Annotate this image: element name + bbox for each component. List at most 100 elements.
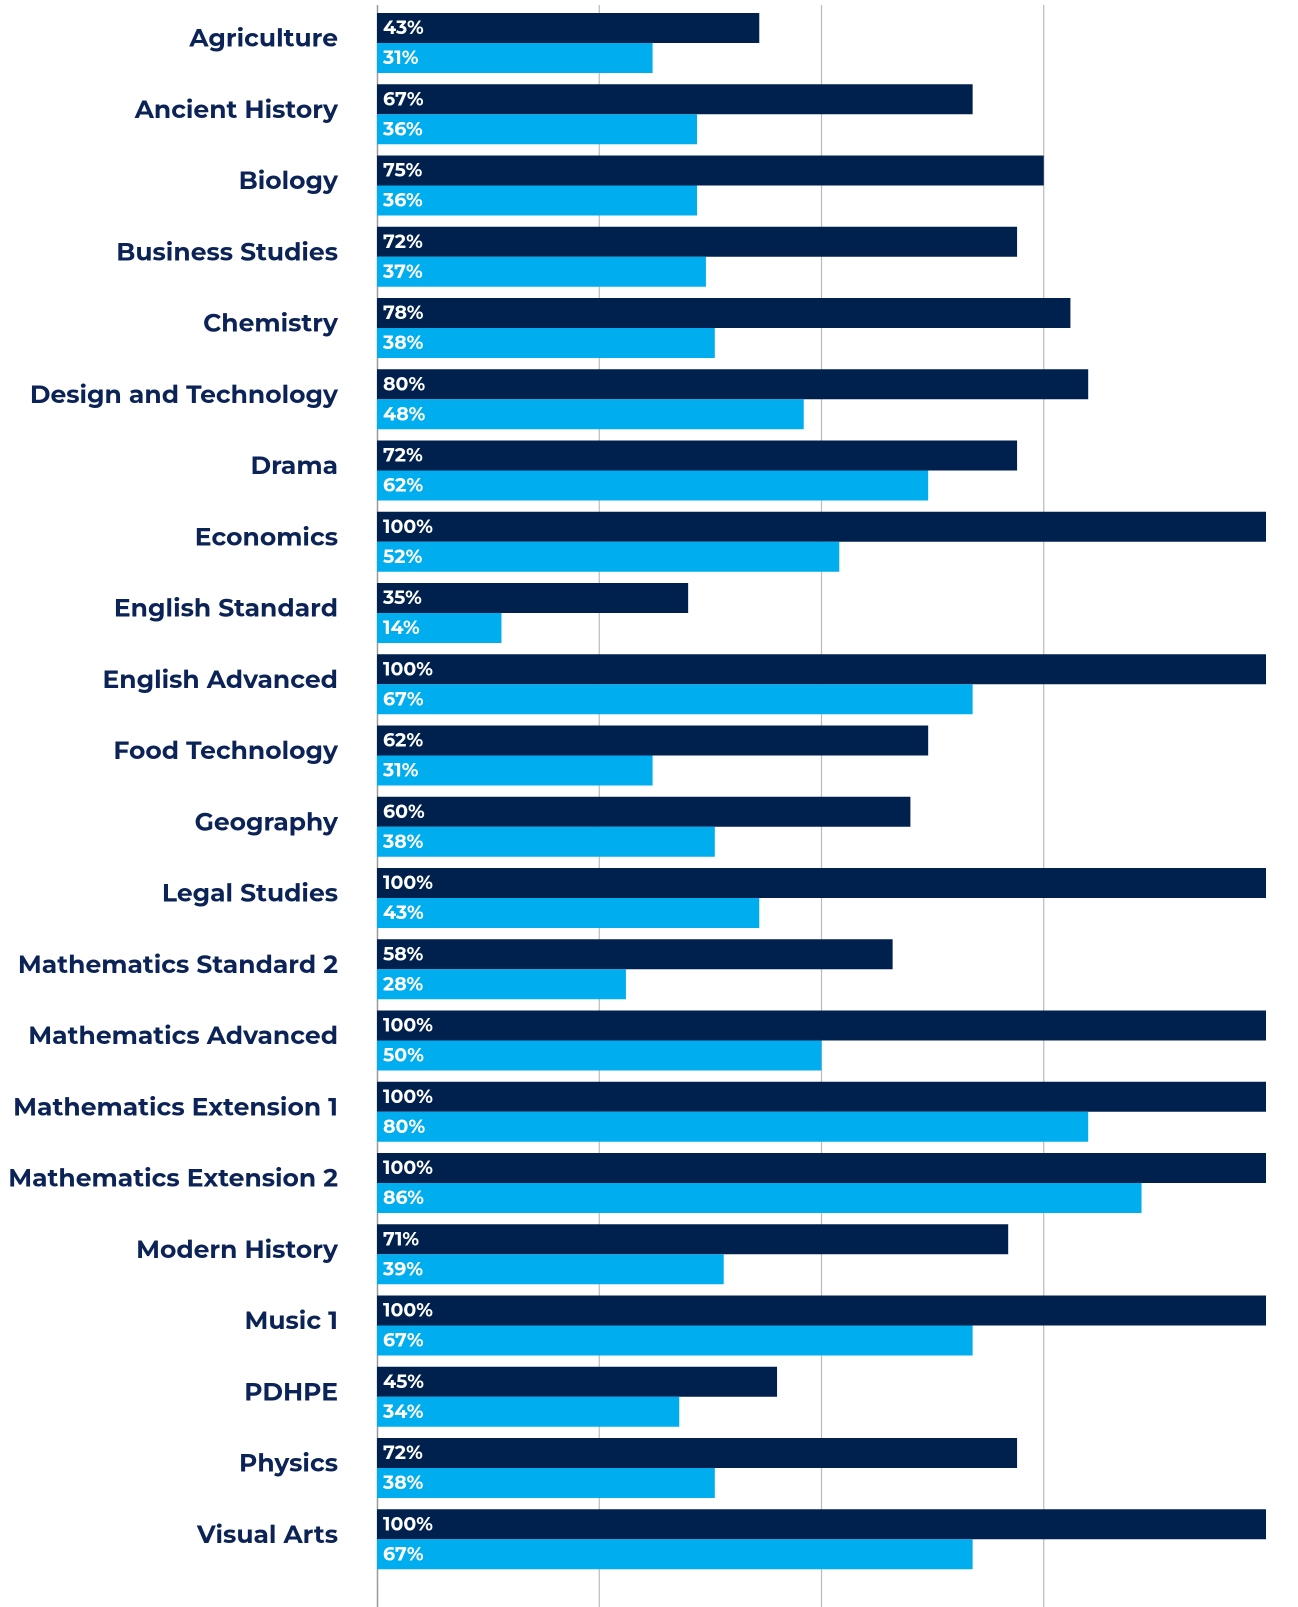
category-label: Economics xyxy=(195,522,338,552)
category-label: Mathematics Advanced xyxy=(28,1021,338,1051)
value-label: 43% xyxy=(383,16,424,39)
value-label: 52% xyxy=(383,545,423,568)
bar xyxy=(377,43,653,73)
bar xyxy=(377,1224,1009,1255)
bar xyxy=(377,328,715,358)
category-label: Biology xyxy=(239,166,339,196)
bar xyxy=(377,969,626,1000)
value-label: 48% xyxy=(383,402,426,425)
value-label: 62% xyxy=(383,729,424,752)
value-label: 100% xyxy=(383,1085,433,1108)
value-label: 14% xyxy=(383,616,420,639)
category-label: Design and Technology xyxy=(30,380,339,410)
value-label: 67% xyxy=(383,1542,424,1565)
value-label: 100% xyxy=(383,1299,433,1322)
category-label: Agriculture xyxy=(188,24,338,54)
bar xyxy=(377,1183,1142,1213)
bar xyxy=(377,868,1266,898)
bar xyxy=(377,939,893,970)
bar xyxy=(377,613,502,643)
bar xyxy=(377,755,653,786)
category-label: Geography xyxy=(195,807,339,837)
bar xyxy=(377,185,698,216)
value-label: 50% xyxy=(383,1044,424,1067)
category-label: Ancient History xyxy=(134,95,339,125)
value-label: 67% xyxy=(383,87,424,110)
bar xyxy=(377,369,1089,400)
value-label: 35% xyxy=(382,586,422,609)
value-label: 75% xyxy=(383,159,423,182)
bar xyxy=(377,298,1071,328)
bar xyxy=(377,155,1044,186)
bar xyxy=(377,399,804,430)
value-label: 31% xyxy=(382,759,419,782)
category-label: English Standard xyxy=(114,594,338,624)
bar xyxy=(377,1010,1266,1041)
category-label: Visual Arts xyxy=(196,1520,338,1550)
bar xyxy=(377,1539,973,1570)
bar xyxy=(377,84,973,115)
category-label: Chemistry xyxy=(203,309,339,339)
bar xyxy=(377,13,760,43)
value-label: 100% xyxy=(383,871,433,894)
bar xyxy=(377,826,715,857)
value-label: 28% xyxy=(383,972,424,995)
value-label: 62% xyxy=(383,474,424,497)
bar xyxy=(377,898,760,928)
category-label: Drama xyxy=(250,451,338,481)
bar xyxy=(377,1111,1089,1142)
value-label: 86% xyxy=(383,1186,424,1209)
bar xyxy=(377,470,929,501)
category-label: Modern History xyxy=(136,1235,339,1265)
value-label: 67% xyxy=(383,1329,424,1352)
category-label: English Advanced xyxy=(102,665,338,695)
category-label: PDHPE xyxy=(244,1377,338,1407)
bar xyxy=(377,1468,715,1498)
value-label: 38% xyxy=(382,1471,424,1494)
value-label: 38% xyxy=(382,830,424,853)
category-label: Physics xyxy=(239,1449,338,1479)
bar xyxy=(377,1081,1266,1112)
value-label: 80% xyxy=(383,1115,425,1138)
category-label: Legal Studies xyxy=(162,879,338,909)
value-label: 31% xyxy=(382,46,419,69)
bar xyxy=(377,1295,1266,1326)
category-label: Music 1 xyxy=(244,1306,338,1336)
bar xyxy=(377,684,973,715)
category-label: Mathematics Extension 1 xyxy=(13,1092,338,1122)
value-label: 72% xyxy=(383,444,423,467)
category-label: Mathematics Extension 2 xyxy=(8,1164,338,1194)
value-label: 37% xyxy=(382,260,423,283)
value-label: 72% xyxy=(383,1441,423,1464)
category-label: Mathematics Standard 2 xyxy=(18,950,338,980)
value-label: 60% xyxy=(383,800,425,823)
bar xyxy=(377,1509,1266,1540)
bar xyxy=(377,654,1266,685)
bar xyxy=(377,541,840,572)
value-label: 80% xyxy=(383,372,425,395)
value-label: 78% xyxy=(383,301,424,324)
value-label: 100% xyxy=(383,1156,433,1179)
bar xyxy=(377,440,1018,471)
value-label: 100% xyxy=(383,1014,433,1037)
bar xyxy=(377,1396,680,1427)
value-label: 39% xyxy=(382,1257,423,1280)
value-label: 45% xyxy=(383,1370,424,1393)
value-label: 72% xyxy=(383,230,423,253)
bar xyxy=(377,1438,1018,1468)
bar xyxy=(377,114,698,145)
bar xyxy=(377,511,1266,542)
bar xyxy=(377,796,911,827)
bar xyxy=(377,256,706,287)
category-label: Food Technology xyxy=(113,736,339,766)
value-label: 67% xyxy=(383,687,424,710)
value-label: 43% xyxy=(383,901,424,924)
value-label: 58% xyxy=(383,942,424,965)
value-label: 36% xyxy=(382,117,423,140)
bar xyxy=(377,1254,724,1285)
bar xyxy=(377,1040,822,1071)
bar xyxy=(377,1366,778,1397)
value-label: 36% xyxy=(382,189,423,212)
category-label: Business Studies xyxy=(116,237,338,267)
